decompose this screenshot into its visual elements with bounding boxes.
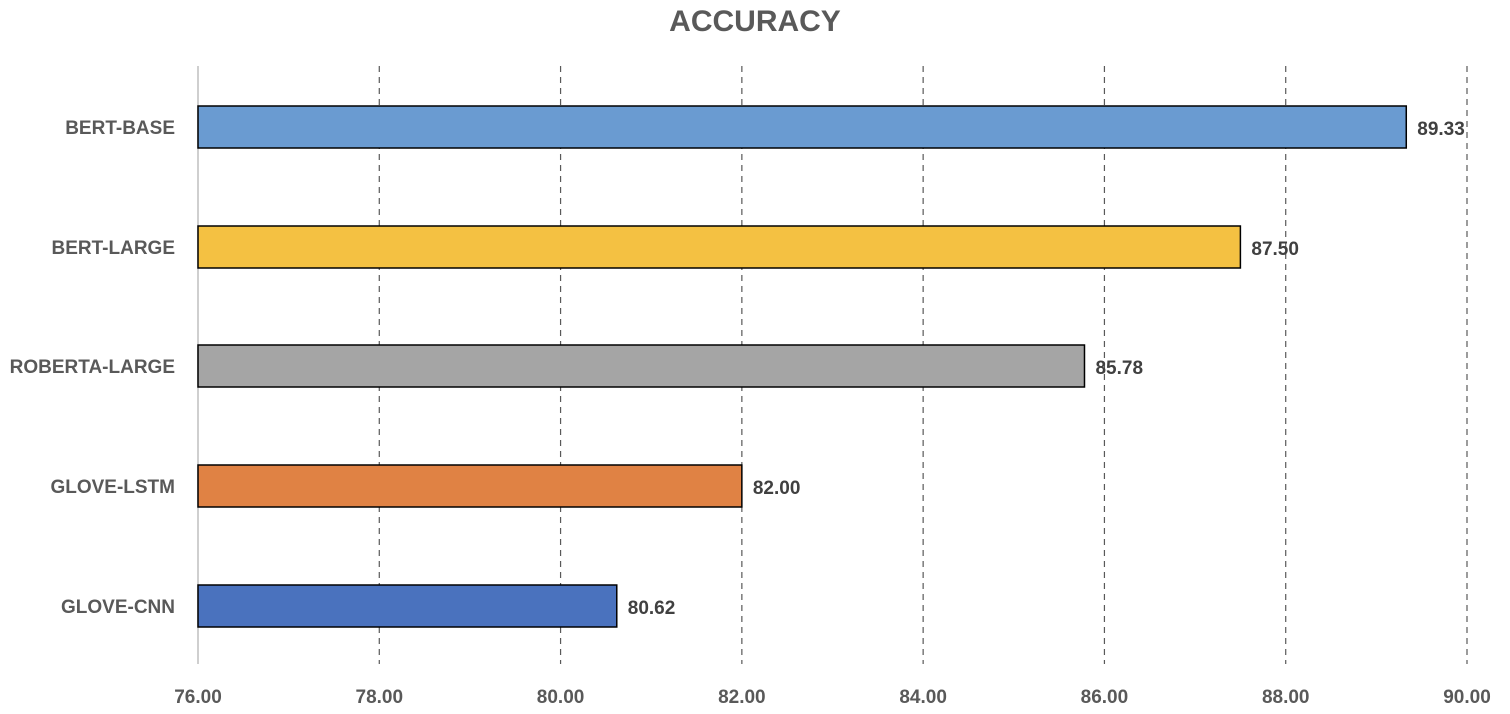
x-tick-label: 84.00 [899, 687, 947, 708]
bar-glove-lstm [197, 464, 743, 508]
chart-title: ACCURACY [669, 5, 841, 38]
bars [197, 105, 1408, 628]
category-label: BERT-LARGE [52, 238, 176, 259]
x-tick-label: 78.00 [356, 687, 404, 708]
labels: 76.00 78.00 80.00 82.00 84.00 86.00 88.00 90.00… [10, 118, 1491, 708]
category-label: BERT-BASE [65, 118, 175, 139]
bar-bert-base [197, 105, 1408, 149]
bar-bert-large [197, 225, 1242, 269]
x-tick-label: 82.00 [718, 687, 766, 708]
bar-glove-cnn [197, 584, 618, 628]
category-label: ROBERTA-LARGE [10, 357, 175, 378]
data-label: 82.00 [753, 478, 801, 499]
x-tick-label: 90.00 [1443, 687, 1491, 708]
category-label: GLOVE-LSTM [50, 477, 175, 498]
data-label: 85.78 [1095, 358, 1143, 379]
bar-roberta-large [197, 344, 1086, 388]
x-tick-label: 88.00 [1262, 687, 1310, 708]
data-label: 89.33 [1417, 119, 1465, 140]
x-tick-label: 76.00 [174, 687, 222, 708]
data-label: 80.62 [628, 598, 676, 619]
x-tick-label: 86.00 [1081, 687, 1129, 708]
data-label: 87.50 [1251, 239, 1299, 260]
category-label: GLOVE-CNN [61, 597, 175, 618]
x-tick-label: 80.00 [537, 687, 585, 708]
